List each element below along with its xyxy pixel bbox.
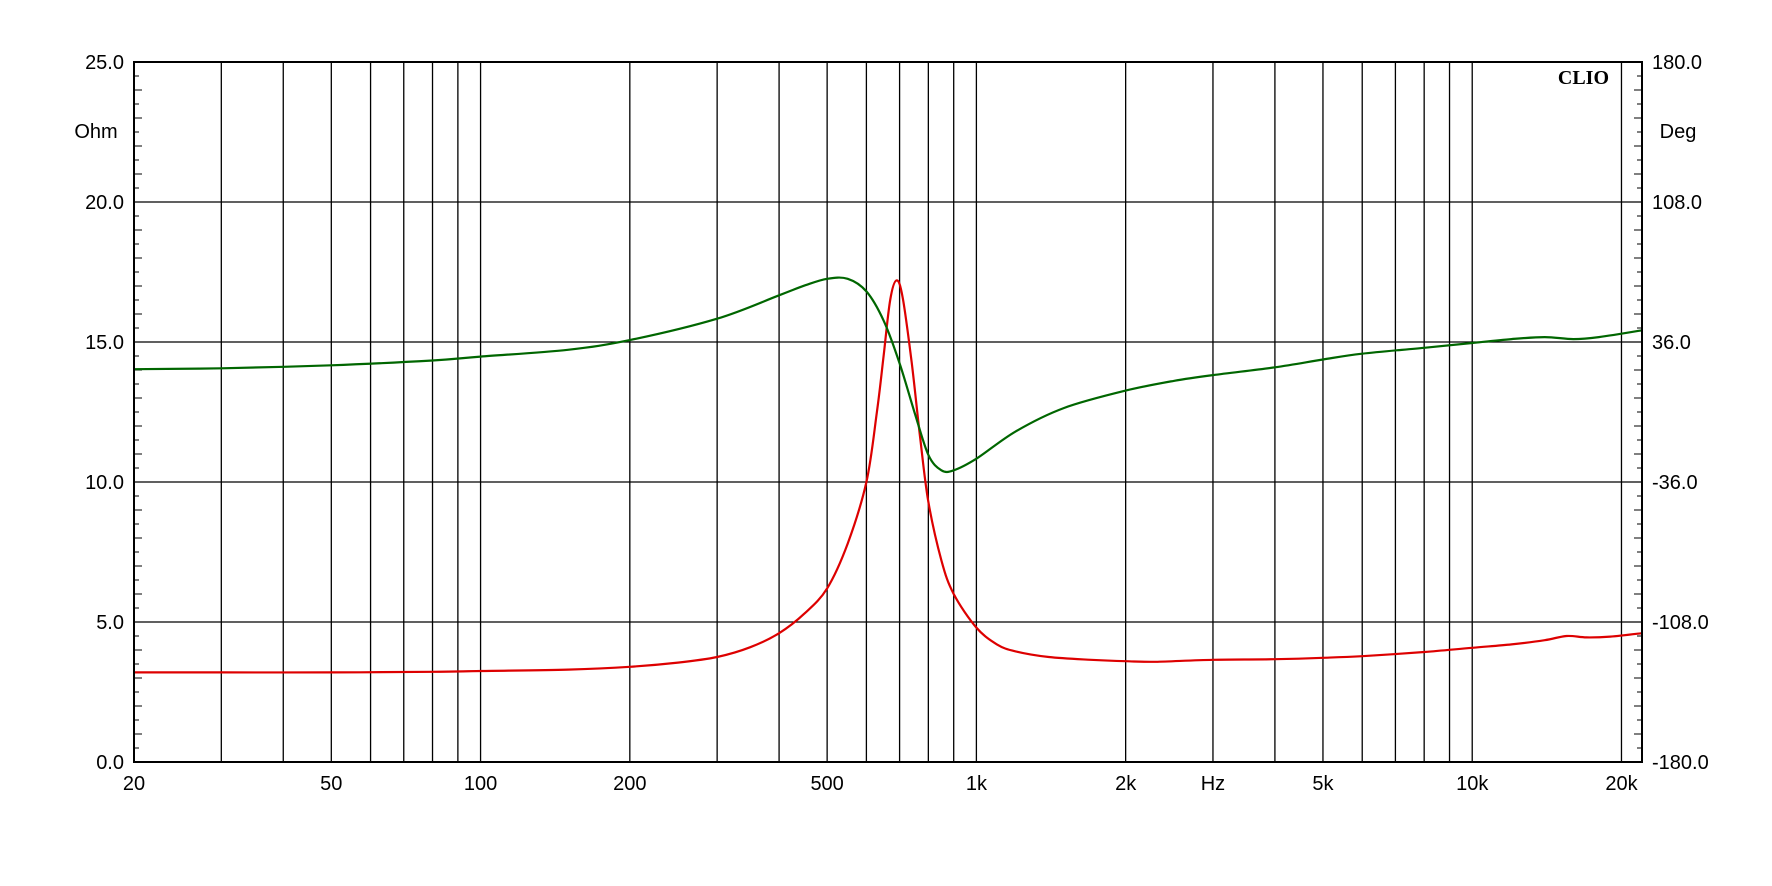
right-y-tick-label: 36.0 (1652, 332, 1691, 354)
x-tick-label: 5k (1312, 773, 1334, 795)
phase-curve (133, 276, 1643, 474)
x-tick-label: 10k (1456, 773, 1489, 795)
plot-frame (133, 61, 1643, 763)
impedance-curve (134, 279, 1643, 674)
left-y-tick-label: 20.0 (85, 192, 124, 214)
x-tick-label: 2k (1115, 773, 1137, 795)
x-tick-label: 200 (613, 773, 646, 795)
plot-area (134, 62, 1642, 762)
x-tick-label: 50 (320, 773, 342, 795)
left-y-tick-label: 5.0 (96, 612, 124, 634)
left-y-tick-label: 15.0 (85, 332, 124, 354)
x-tick-label: 20 (123, 773, 145, 795)
x-tick-labels: 20 50 100 200 500 1k 2k 5k 10k 20k (123, 773, 1639, 795)
x-tick-label: 20k (1605, 773, 1638, 795)
x-tick-label: 1k (966, 773, 988, 795)
left-y-tick-label: 25.0 (85, 52, 124, 74)
right-y-tick-label: -108.0 (1652, 612, 1709, 634)
left-axis-unit: Ohm (74, 121, 117, 143)
right-axis-unit: Deg (1660, 121, 1697, 143)
clio-brand-label: CLIO (1558, 67, 1609, 89)
right-y-tick-label: -36.0 (1652, 472, 1698, 494)
x-tick-label: 100 (464, 773, 497, 795)
vertical-grid (133, 62, 1623, 762)
series-layer (133, 276, 1643, 674)
left-y-tick-labels: 0.0 5.0 10.0 15.0 20.0 25.0 (85, 52, 124, 774)
right-y-tick-label: 180.0 (1652, 52, 1702, 74)
x-tick-label: 500 (810, 773, 843, 795)
x-axis-unit: Hz (1201, 773, 1225, 795)
right-y-tick-label: 108.0 (1652, 192, 1702, 214)
right-y-tick-labels: -180.0 -108.0 -36.0 36.0 108.0 180.0 (1652, 52, 1709, 774)
left-y-tick-label: 0.0 (96, 752, 124, 774)
left-y-tick-label: 10.0 (85, 472, 124, 494)
right-y-tick-label: -180.0 (1652, 752, 1709, 774)
